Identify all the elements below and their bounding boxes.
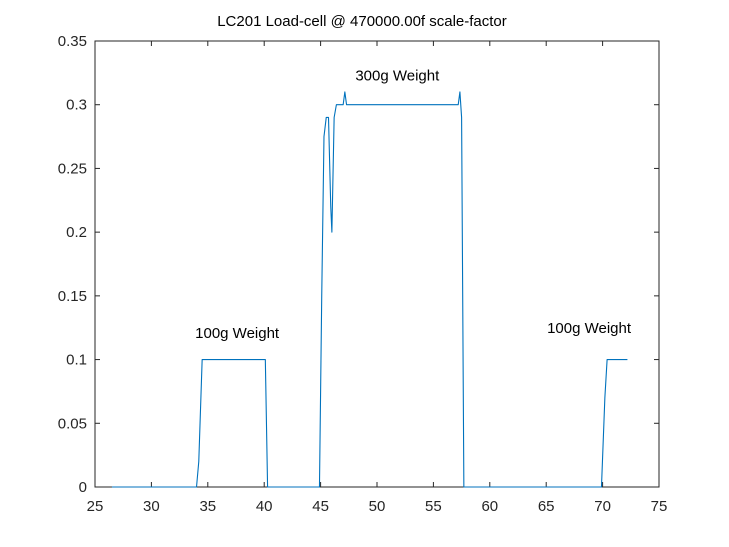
y-tick-label: 0.1: [66, 352, 87, 369]
annotation-label: 300g Weight: [355, 68, 440, 85]
x-tick-label: 40: [256, 498, 273, 515]
x-tick-label: 30: [143, 498, 160, 515]
x-tick-label: 65: [538, 498, 555, 515]
y-tick-label: 0.25: [58, 160, 87, 177]
series-line: [111, 91, 628, 488]
y-tick-label: 0.05: [58, 415, 87, 432]
x-tick-label: 45: [312, 498, 329, 515]
annotation-label: 100g Weight: [195, 325, 280, 342]
y-tick-label: 0.2: [66, 224, 87, 241]
y-tick-label: 0.15: [58, 288, 87, 305]
y-tick-label: 0.35: [58, 33, 87, 50]
chart-title: LC201 Load-cell @ 470000.00f scale-facto…: [217, 13, 507, 30]
x-tick-label: 55: [425, 498, 442, 515]
x-tick-label: 35: [199, 498, 216, 515]
x-tick-label: 25: [87, 498, 104, 515]
annotations-layer: 100g Weight 300g Weight 100g Weight: [195, 68, 632, 342]
x-tick-label: 70: [594, 498, 611, 515]
y-tick-label: 0.3: [66, 97, 87, 114]
axes: 25 30 35 40 45 50 55 60 65 70 75 0 0.05 0.1 0.15 0.2 0.2…: [58, 33, 668, 515]
y-tick-label: 0: [79, 479, 87, 496]
x-tick-label: 50: [369, 498, 386, 515]
series-layer: [111, 91, 628, 488]
x-tick-label: 75: [651, 498, 668, 515]
x-tick-label: 60: [481, 498, 498, 515]
annotation-label: 100g Weight: [547, 320, 632, 337]
